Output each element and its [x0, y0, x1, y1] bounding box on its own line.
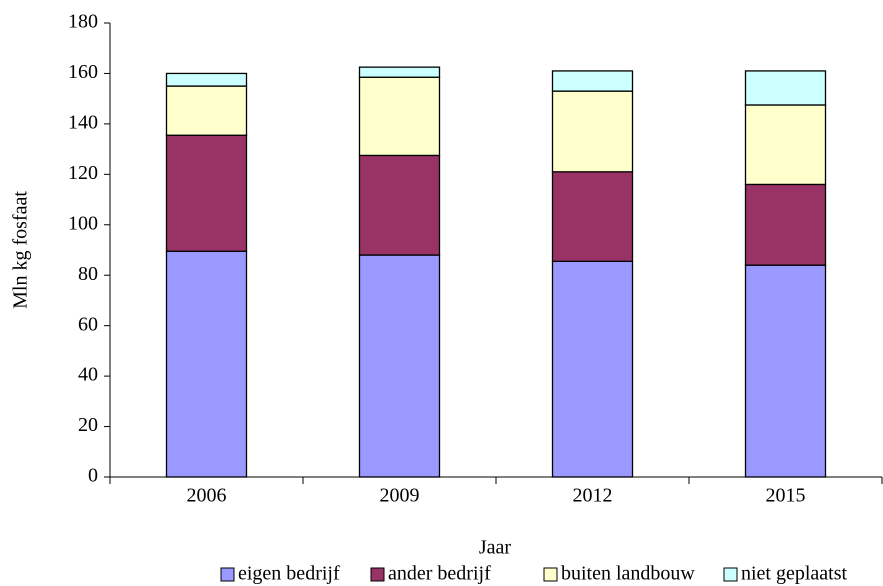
bar-segment [165, 250, 248, 478]
bar-segment [551, 260, 634, 478]
legend-label: ander bedrijf [388, 563, 491, 585]
y-tick-label: 140 [68, 111, 98, 133]
bar-segment [551, 171, 634, 262]
bar-segment [744, 70, 827, 106]
bar-segment [358, 76, 441, 157]
bar-segment [551, 70, 634, 92]
bar-segment [165, 134, 248, 252]
legend-label: buiten landbouw [561, 563, 695, 585]
y-tick-label: 20 [78, 414, 98, 436]
y-tick-label: 60 [78, 313, 98, 335]
x-tick-label: 2006 [187, 485, 227, 507]
y-axis-label: Mln kg fosfaat [10, 191, 32, 309]
bar-segment [744, 264, 827, 478]
bar-segment [165, 85, 248, 136]
legend-swatch [543, 567, 558, 582]
x-tick-label: 2009 [380, 485, 420, 507]
bar-segment [358, 254, 441, 478]
y-tick-label: 100 [68, 212, 98, 234]
y-tick-label: 0 [88, 465, 98, 487]
y-tick-label: 160 [68, 61, 98, 83]
y-tick-label: 40 [78, 364, 98, 386]
x-tick-label: 2015 [766, 485, 806, 507]
legend-swatch [220, 567, 235, 582]
y-tick-label: 120 [68, 162, 98, 184]
legend-label: eigen bedrijf [238, 563, 340, 585]
bar-segment [744, 104, 827, 186]
x-tick-label: 2012 [573, 485, 613, 507]
y-tick-label: 80 [78, 263, 98, 285]
bar-segment [358, 66, 441, 78]
x-axis-label: Jaar [479, 537, 512, 559]
legend-swatch [370, 567, 385, 582]
legend-swatch [723, 567, 738, 582]
bar-segment [744, 183, 827, 266]
bar-segment [358, 154, 441, 256]
bar-segment [551, 90, 634, 173]
y-tick-label: 180 [68, 11, 98, 33]
bar-segment [165, 72, 248, 87]
legend-label: niet geplaatst [741, 563, 848, 585]
